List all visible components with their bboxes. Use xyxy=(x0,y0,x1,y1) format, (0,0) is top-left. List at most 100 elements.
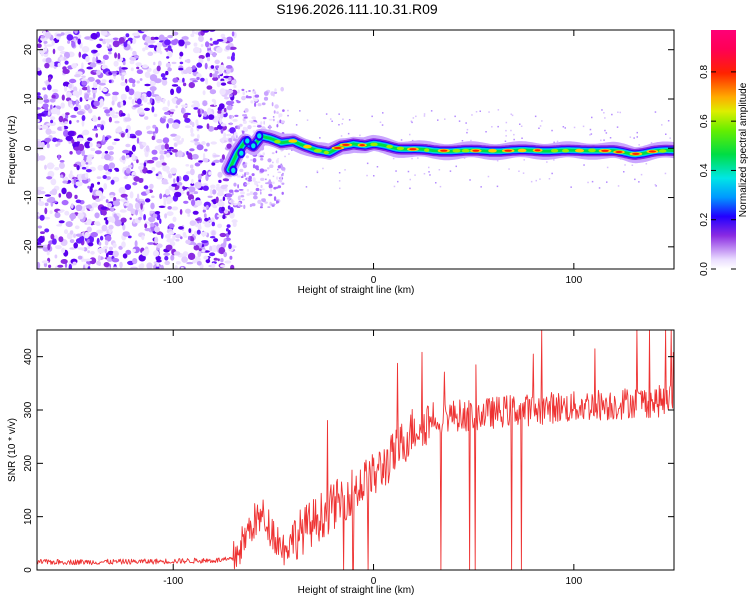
noise-blob xyxy=(115,168,120,172)
noise-blob xyxy=(182,251,189,257)
noise-blob xyxy=(171,206,179,211)
noise-blob xyxy=(168,146,174,150)
sparse-dot xyxy=(605,132,608,134)
noise-blob xyxy=(145,145,150,152)
noise-blob xyxy=(161,162,167,166)
onset-blob xyxy=(244,114,247,118)
noise-blob xyxy=(224,96,229,100)
sparse-dot xyxy=(638,181,640,183)
noise-blob xyxy=(37,225,43,229)
noise-blob xyxy=(166,149,172,152)
noise-blob xyxy=(156,243,163,249)
onset-blob xyxy=(229,114,232,119)
sparse-dot xyxy=(587,181,589,184)
sparse-dot xyxy=(488,111,490,113)
noise-blob xyxy=(220,128,224,134)
noise-blob xyxy=(197,251,202,258)
noise-blob xyxy=(76,119,80,123)
noise-blob xyxy=(144,83,151,87)
onset-blob xyxy=(250,100,254,104)
sparse-dot xyxy=(665,133,667,135)
noise-blob xyxy=(66,34,74,41)
sparse-dot xyxy=(423,113,426,115)
noise-blob xyxy=(181,107,185,114)
noise-blob xyxy=(201,240,209,244)
noise-blob xyxy=(132,50,137,56)
noise-blob xyxy=(209,89,217,95)
noise-blob xyxy=(195,218,201,222)
noise-blob xyxy=(166,56,170,59)
onset-blob xyxy=(230,199,234,204)
noise-blob xyxy=(167,100,170,107)
noise-blob xyxy=(72,141,80,148)
noise-blob xyxy=(158,34,165,42)
noise-blob xyxy=(222,196,226,201)
noise-blob xyxy=(204,148,208,152)
noise-blob xyxy=(67,83,73,89)
colorbar-gradient xyxy=(711,30,736,269)
noise-blob xyxy=(55,143,59,147)
noise-blob xyxy=(144,150,149,158)
noise-blob xyxy=(125,249,132,255)
noise-blob xyxy=(78,143,85,151)
sparse-dot xyxy=(291,149,293,151)
noise-blob xyxy=(164,213,168,219)
noise-blob xyxy=(194,181,202,189)
sparse-dot xyxy=(601,109,603,111)
noise-blob xyxy=(44,31,52,39)
noise-blob xyxy=(107,202,113,208)
noise-blob xyxy=(226,65,233,69)
noise-blob xyxy=(151,106,155,113)
sparse-dot xyxy=(623,171,625,173)
noise-blob xyxy=(162,77,168,80)
noise-blob xyxy=(143,162,147,167)
onset-blob xyxy=(260,157,264,161)
noise-blob xyxy=(162,165,170,172)
onset-blob xyxy=(231,202,235,205)
noise-blob xyxy=(95,198,101,202)
noise-blob xyxy=(75,233,83,237)
noise-blob xyxy=(87,97,95,101)
sparse-dot xyxy=(338,124,340,126)
noise-blob xyxy=(233,84,237,89)
noise-blob xyxy=(217,110,222,114)
noise-blob xyxy=(104,150,109,154)
noise-blob xyxy=(62,68,70,74)
noise-blob xyxy=(44,194,52,197)
sparse-dot xyxy=(316,171,319,174)
noise-blob xyxy=(97,181,101,185)
noise-blob xyxy=(138,178,144,183)
onset-blob xyxy=(260,184,263,189)
noise-blob xyxy=(107,145,114,151)
noise-blob xyxy=(201,141,206,145)
onset-blob xyxy=(244,108,249,113)
noise-blob xyxy=(57,264,64,268)
noise-blob xyxy=(120,100,124,108)
noise-blob xyxy=(142,47,146,52)
sparse-dot xyxy=(306,119,309,121)
noise-blob xyxy=(176,140,183,145)
sparse-dot xyxy=(548,178,551,180)
sparse-dot xyxy=(277,168,279,171)
sparse-dot xyxy=(414,174,416,176)
noise-blob xyxy=(60,32,65,36)
sparse-dot xyxy=(611,113,613,116)
noise-blob xyxy=(193,191,199,195)
onset-blob xyxy=(267,158,272,163)
noise-blob xyxy=(178,226,184,230)
noise-blob xyxy=(211,162,216,166)
noise-blob xyxy=(187,152,193,160)
noise-blob xyxy=(125,167,131,174)
noise-blob xyxy=(37,107,41,110)
noise-blob xyxy=(81,247,85,251)
sparse-dot xyxy=(562,126,565,128)
sparse-dot xyxy=(664,172,667,175)
noise-blob xyxy=(150,36,156,41)
noise-blob xyxy=(44,228,50,233)
noise-blob xyxy=(64,60,69,65)
noise-blob xyxy=(176,181,183,186)
noise-blob xyxy=(144,107,150,111)
noise-blob xyxy=(225,89,234,94)
noise-blob xyxy=(111,95,118,102)
noise-blob xyxy=(45,57,52,64)
